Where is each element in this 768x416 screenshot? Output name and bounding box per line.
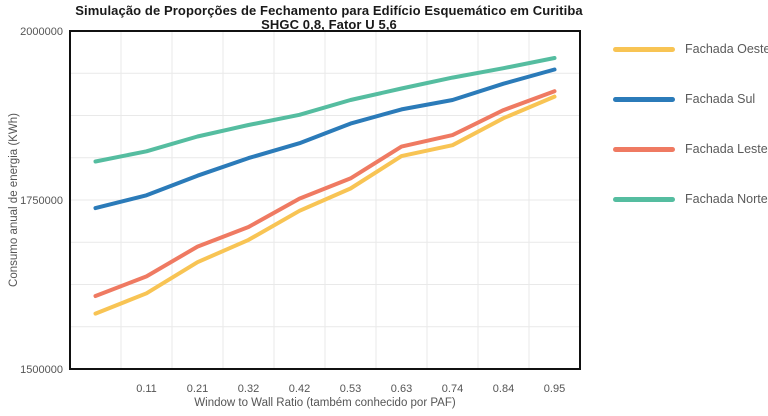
legend-label-fachada-sul: Fachada Sul [685, 92, 756, 106]
x-tick-label: 0.32 [238, 383, 259, 395]
x-tick-label: 0.63 [391, 383, 412, 395]
series-line-fachada-sul [93, 67, 557, 211]
plot-border [69, 30, 581, 370]
x-tick-label: 0.95 [544, 383, 565, 395]
legend-swatch-fachada-oeste [613, 46, 675, 52]
legend-item-fachada-oeste: Fachada Oeste [613, 40, 768, 58]
y-tick-labels: 2000000 1750000 1500000 [20, 26, 63, 376]
chart-title-line2: SHGC 0,8, Fator U 5,6 [261, 17, 397, 32]
legend-label-fachada-norte: Fachada Norte [685, 192, 768, 206]
legend-item-fachada-norte: Fachada Norte [613, 190, 768, 208]
x-tick-labels: 0.11 0.21 0.32 0.42 0.53 0.63 0.74 0.84 0.95 [136, 383, 565, 395]
legend-item-fachada-sul: Fachada Sul [613, 90, 763, 108]
x-tick-label: 0.74 [442, 383, 463, 395]
legend: Fachada Oeste Fachada Sul Fachada Leste … [613, 40, 768, 240]
legend-swatch-fachada-norte [613, 196, 675, 202]
x-axis-label: Window to Wall Ratio (também conhecido p… [194, 397, 456, 409]
series-lines [93, 56, 557, 316]
legend-label-fachada-leste: Fachada Leste [685, 142, 768, 156]
y-axis-label: Consumo anual de energia (KWh) [8, 113, 20, 287]
y-tick-label: 1500000 [20, 364, 63, 376]
x-tick-label: 0.84 [493, 383, 514, 395]
x-tick-label: 0.21 [187, 383, 208, 395]
y-tick-label: 1750000 [20, 195, 63, 207]
legend-item-fachada-leste: Fachada Leste [613, 140, 768, 158]
series-line-fachada-leste [93, 89, 557, 298]
y-tick-label: 2000000 [20, 26, 63, 38]
chart-title: Simulação de Proporções de Fechamento pa… [0, 4, 658, 32]
legend-swatch-fachada-sul [613, 96, 675, 102]
legend-label-fachada-oeste: Fachada Oeste [685, 42, 768, 56]
x-tick-label: 0.53 [340, 383, 361, 395]
x-tick-label: 0.42 [289, 383, 310, 395]
legend-swatch-fachada-leste [613, 146, 675, 152]
series-line-fachada-norte [93, 56, 557, 164]
chart-title-line1: Simulação de Proporções de Fechamento pa… [75, 3, 583, 18]
grid-lines [70, 31, 580, 369]
x-tick-label: 0.11 [136, 383, 157, 395]
series-line-fachada-oeste [93, 94, 557, 316]
